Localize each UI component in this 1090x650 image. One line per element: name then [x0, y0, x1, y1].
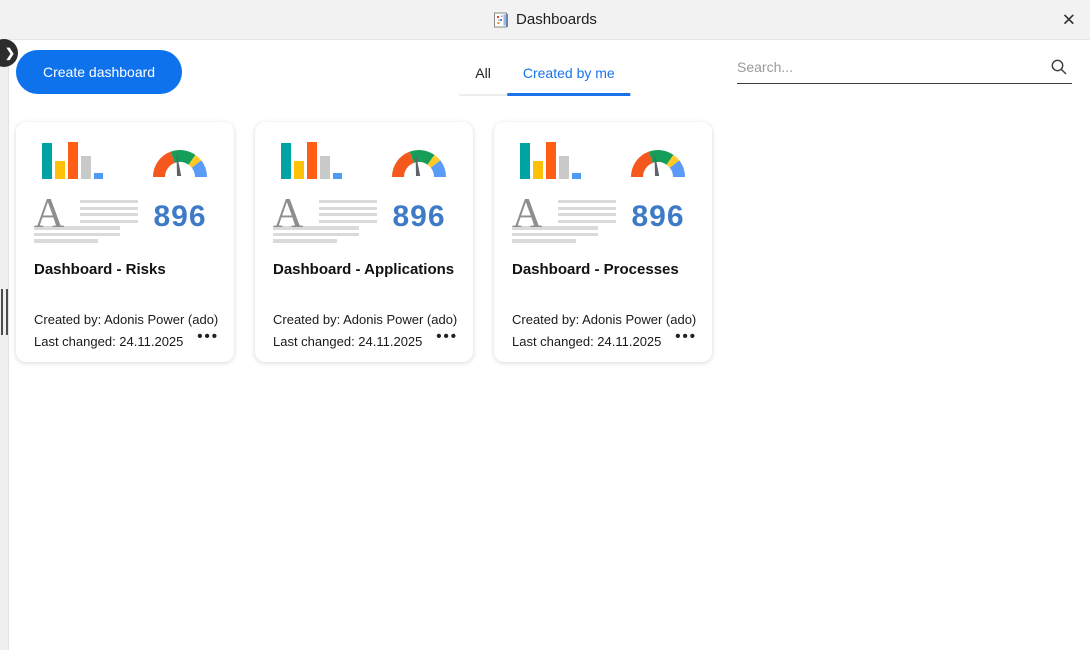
bar-chart-icon: [42, 142, 103, 179]
gauge-icon: [153, 150, 208, 178]
collapsed-sidebar-rail: [0, 41, 9, 650]
dashboard-thumbnail: A 896: [510, 138, 696, 250]
expand-panel-button[interactable]: ❯: [0, 39, 18, 67]
card-last-changed: Last changed: 24.11.2025: [273, 334, 423, 349]
text-preview-icon: A: [512, 193, 618, 248]
gauge-icon: [392, 150, 447, 178]
bar-chart-icon: [520, 142, 581, 179]
search-icon[interactable]: [1050, 58, 1068, 76]
tab-all[interactable]: All: [475, 65, 491, 81]
card-created-by: Created by: Adonis Power (ado): [34, 312, 219, 327]
dashboard-thumbnail: A 896: [32, 138, 218, 250]
create-dashboard-button[interactable]: Create dashboard: [16, 50, 183, 94]
card-menu-icon[interactable]: •••: [197, 328, 219, 345]
page-title-label: Dashboards: [516, 11, 597, 28]
card-menu-icon[interactable]: •••: [436, 328, 458, 345]
search-input[interactable]: [737, 59, 1050, 75]
chevron-right-icon: ❯: [4, 46, 16, 60]
dashboard-filter-tabs: All Created by me: [459, 55, 631, 96]
card-title: Dashboard - Processes: [512, 261, 679, 278]
tab-created-by-me[interactable]: Created by me: [506, 55, 631, 96]
card-menu-icon[interactable]: •••: [675, 328, 697, 345]
card-title: Dashboard - Risks: [34, 261, 166, 278]
card-created-by: Created by: Adonis Power (ado): [512, 312, 697, 327]
close-icon[interactable]: ✕: [1061, 10, 1076, 29]
bar-chart-icon: [281, 142, 342, 179]
card-last-changed: Last changed: 24.11.2025: [512, 334, 662, 349]
card-last-changed: Last changed: 24.11.2025: [34, 334, 184, 349]
dashboard-thumbnail: A 896: [271, 138, 457, 250]
dialog-header: Dashboards ✕: [0, 0, 1090, 40]
stat-number: 896: [392, 200, 446, 233]
stat-number: 896: [153, 200, 207, 233]
dashboard-card-applications[interactable]: A 896 Dashboard - Applications Created b…: [255, 122, 473, 362]
dashboard-card-list: A 896 Dashboard - Risks Created by: Adon…: [16, 122, 712, 362]
card-created-by: Created by: Adonis Power (ado): [273, 312, 458, 327]
page-title: Dashboards: [493, 11, 597, 28]
stat-number: 896: [631, 200, 685, 233]
gauge-icon: [631, 150, 686, 178]
panel-resize-handle[interactable]: [1, 289, 8, 335]
text-preview-icon: A: [273, 193, 379, 248]
text-preview-icon: A: [34, 193, 140, 248]
search-field: [737, 58, 1072, 84]
dashboard-card-processes[interactable]: A 896 Dashboard - Processes Created by: …: [494, 122, 712, 362]
card-title: Dashboard - Applications: [273, 261, 455, 278]
dashboards-icon: [494, 12, 509, 27]
dashboard-card-risks[interactable]: A 896 Dashboard - Risks Created by: Adon…: [16, 122, 234, 362]
